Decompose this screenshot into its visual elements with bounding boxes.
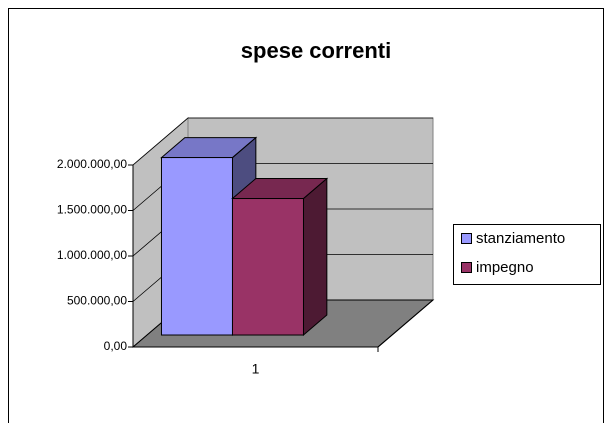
legend-label: impegno: [476, 259, 534, 276]
y-tick-label: 1.000.000,00: [57, 248, 127, 262]
y-tick-label: 2.000.000,00: [57, 157, 127, 171]
plot-area: 0,00 500.000,00 1.000.000,00 1.500.000,00 2.…: [57, 116, 435, 377]
y-tick-label: 0,00: [104, 339, 128, 353]
bar-front: [231, 198, 304, 336]
bar: [231, 177, 329, 337]
y-tick-label: 500.000,00: [67, 294, 127, 308]
bar-side: [302, 177, 328, 337]
bar-front: [160, 157, 233, 336]
legend-swatch: [461, 233, 472, 244]
grid-line: [132, 117, 433, 166]
legend-box: [453, 224, 601, 285]
y-tick-label: 1.500.000,00: [57, 203, 127, 217]
x-tick-label: 1: [252, 361, 260, 377]
legend-label: stanziamento: [476, 230, 565, 247]
legend-swatch: [461, 262, 472, 273]
chart-title: spese correnti: [241, 38, 391, 63]
